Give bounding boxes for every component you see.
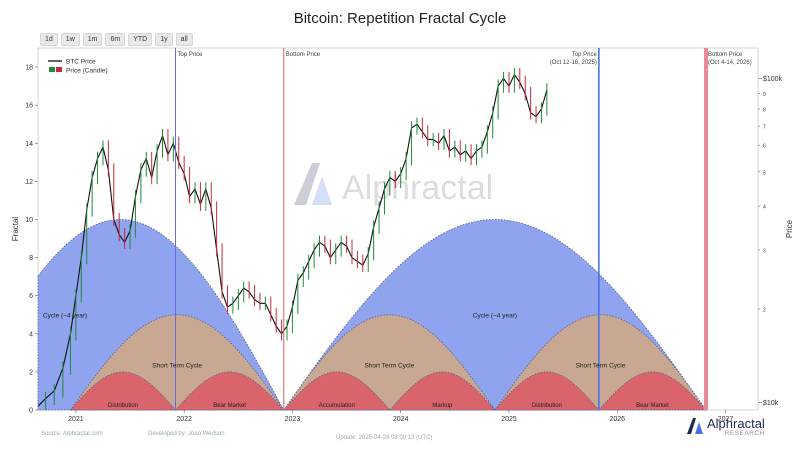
long-cycle-label-1: Cycle (~4 year)	[473, 313, 517, 320]
legend-btc-price-label: BTC Price	[66, 59, 96, 66]
phase-arch-4	[494, 371, 600, 411]
range-button-1d[interactable]: 1d	[40, 33, 58, 46]
x-tick-label: 2024	[393, 416, 409, 423]
phase-arch-3	[388, 371, 496, 411]
short-cycle-label-0: Short Term Cycle	[152, 362, 202, 369]
y-tick-label: 10	[25, 217, 33, 224]
marker-label-future_bottom: (Oct 4-14, 2026)	[708, 60, 752, 66]
x-tick-label: 2027	[718, 416, 734, 423]
phase-label-3: Markup	[432, 403, 453, 409]
x-tick-label: 2025	[501, 416, 517, 423]
range-button-1y[interactable]: 1y	[155, 33, 173, 46]
legend	[48, 60, 62, 72]
x-tick-label: 2022	[176, 416, 192, 423]
y-tick-label: 2	[29, 369, 33, 376]
legend-candle-up-swatch	[49, 67, 55, 72]
update-note: Update: 2025-04-24 08:00:13 (UTC)	[336, 435, 433, 441]
short-cycle-label-1: Short Term Cycle	[364, 362, 414, 369]
y-tick-label: 0	[29, 408, 33, 415]
y-tick-label: 16	[25, 103, 33, 110]
range-selector: 1d 1w 1m 6m YTD 1y all	[40, 33, 193, 46]
price-tick-label: 5	[763, 170, 766, 176]
phase-arch-2	[282, 371, 391, 411]
legend-candle-down-swatch	[56, 67, 62, 72]
y-tick-label: 4	[29, 331, 33, 338]
source-note: Source: Alphractal.com	[41, 431, 103, 437]
developer-note: Developed by: Joao Wedson	[148, 431, 225, 437]
marker-label-future_bottom: Bottom Price	[708, 52, 743, 58]
price-layer	[38, 68, 548, 410]
phase-label-5: Bear Market	[636, 403, 669, 409]
x-tick-label: 2023	[285, 416, 301, 423]
phase-arch-0	[69, 371, 177, 411]
brand-logo: Alphractal RESEARCH	[686, 417, 765, 437]
price-tick-label: 4	[763, 205, 766, 211]
short-cycle-label-2: Short Term Cycle	[576, 362, 626, 369]
y-axis-label-left: Fractal	[11, 217, 20, 242]
marker-label-bottom: Bottom Price	[286, 52, 321, 58]
price-tick-label: 6	[763, 144, 766, 150]
price-tick-label: $100k	[763, 76, 783, 83]
legend-candle-label: Price (Candle)	[66, 68, 108, 75]
phase-label-1: Bear Market	[213, 403, 246, 409]
range-button-1m[interactable]: 1m	[82, 33, 103, 46]
brand-subtitle: RESEARCH	[724, 430, 765, 437]
phase-arch-5	[597, 371, 707, 411]
watermark-text: Alphractal	[342, 169, 493, 207]
x-tick-label: 2026	[609, 416, 625, 423]
price-tick-label: 8	[763, 107, 766, 113]
alphractal-logo-icon	[687, 418, 703, 434]
chart-title: Bitcoin: Repetition Fractal Cycle	[293, 10, 507, 27]
range-button-ytd[interactable]: YTD	[128, 33, 153, 46]
price-tick-label: 2	[763, 308, 766, 314]
y-tick-label: 12	[25, 179, 33, 186]
range-button-1w[interactable]: 1w	[60, 33, 80, 46]
range-button-6m[interactable]: 6m	[105, 33, 126, 46]
y-tick-label: 6	[29, 293, 33, 300]
brand-name: Alphractal	[707, 416, 765, 431]
y-tick-label: 8	[29, 255, 33, 262]
price-tick-label: 3	[763, 248, 766, 254]
y-axis-label-right: Price	[785, 219, 794, 238]
price-tick-label: $10k	[763, 400, 779, 407]
phase-arch-1	[174, 371, 285, 411]
marker-label-future_top: (Oct 12-16, 2025)	[550, 60, 597, 66]
watermark-logo-right	[312, 176, 332, 205]
x-tick-label: 2021	[68, 416, 84, 423]
watermark: Alphractal	[294, 163, 493, 207]
marker-label-top: Top Price	[178, 52, 204, 58]
marker-label-future_top: Top Price	[572, 52, 598, 58]
phase-label-2: Accumulation	[319, 403, 355, 409]
phase-label-0: Distribution	[108, 403, 138, 409]
range-button-all[interactable]: all	[175, 33, 193, 46]
long-cycle-label-0: Cycle (~4 year)	[43, 313, 87, 320]
price-tick-label: 7	[763, 125, 766, 131]
price-tick-label: 9	[763, 92, 766, 98]
watermark-logo-left	[294, 163, 320, 205]
y-tick-label: 18	[25, 65, 33, 72]
phase-label-4: Distribution	[532, 403, 562, 409]
y-tick-label: 14	[25, 141, 33, 148]
